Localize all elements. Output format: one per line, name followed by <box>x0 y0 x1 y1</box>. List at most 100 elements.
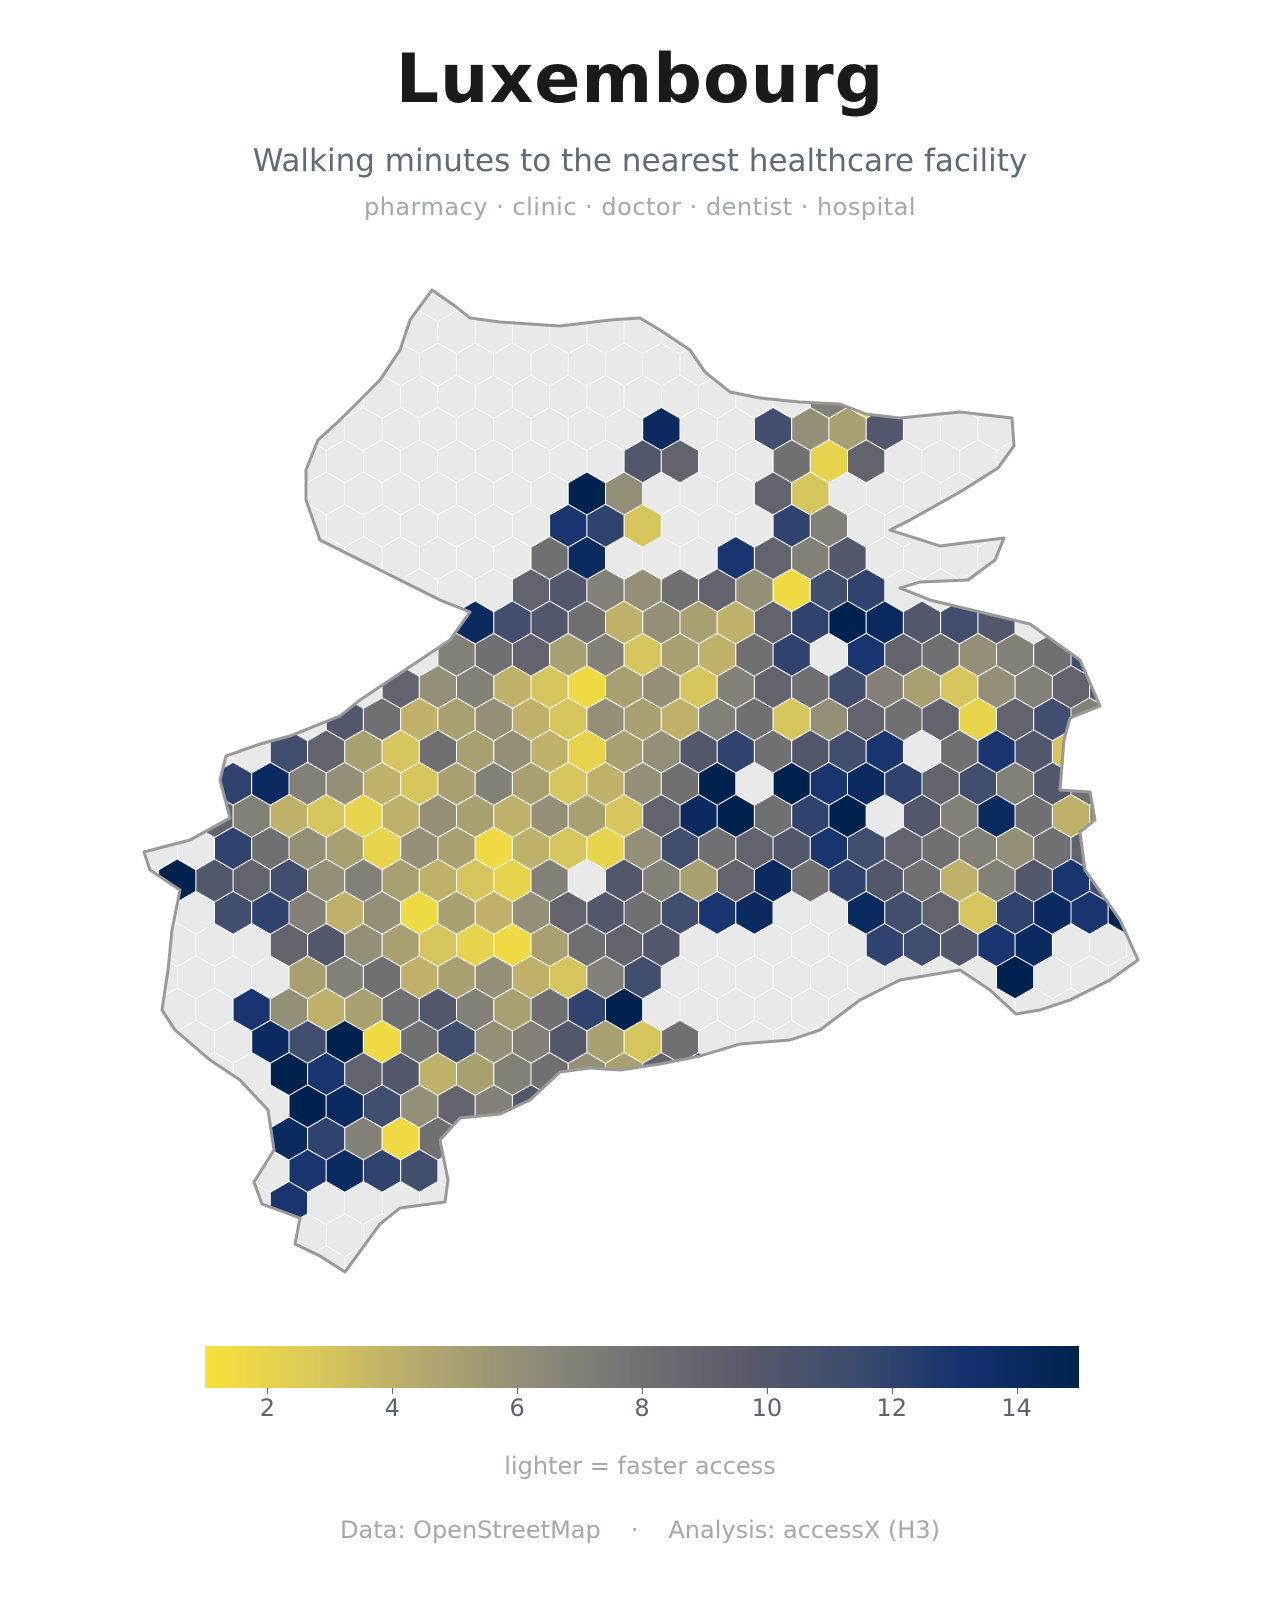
hex-cell-no-data <box>921 1084 960 1129</box>
hex-cell-no-data <box>214 1148 252 1193</box>
hex-cell-no-data <box>1033 1019 1072 1064</box>
hex-cell-no-data <box>735 310 774 355</box>
colorbar-tick-mark <box>1016 1388 1018 1394</box>
hex-cell-no-data <box>1183 311 1220 354</box>
hex-cell-no-data <box>828 1052 867 1096</box>
colorbar-tick-mark <box>517 1388 519 1394</box>
hex-cell-no-data <box>567 1181 606 1225</box>
hex-cell-no-data <box>1164 601 1201 644</box>
hex-cell-no-data <box>977 342 1016 387</box>
hex-cell-no-data <box>214 310 252 355</box>
hex-cell-no-data <box>940 290 979 322</box>
colorbar-label: lighter = faster access <box>504 1452 776 1480</box>
hex-cell-no-data <box>884 1019 923 1064</box>
hex-cell-no-data <box>754 1245 793 1272</box>
hex-cell-no-data <box>1070 310 1109 355</box>
hex-cell-no-data <box>437 1213 476 1258</box>
hex-cell-no-data <box>1014 1245 1053 1272</box>
hex-cell-no-data <box>1220 504 1257 547</box>
hex-cell-no-data <box>1014 1052 1053 1096</box>
hex-cell-no-data <box>1164 408 1201 451</box>
hex-cell-no-data <box>903 342 941 387</box>
hex-cell-no-data <box>1239 279 1276 322</box>
hex-cell <box>605 1116 644 1161</box>
colorbar-tick-label: 10 <box>751 1394 783 1422</box>
hex-cell-no-data <box>195 1181 234 1225</box>
hex-cell-no-data <box>1089 987 1128 1032</box>
hex-cell-no-data <box>1239 472 1276 515</box>
hex-cell-no-data <box>1126 1245 1138 1272</box>
hex-cell-no-data <box>1014 290 1053 322</box>
hex-cell-no-data <box>716 1181 755 1225</box>
hex-map <box>142 279 1280 1274</box>
hex-cell-no-data <box>1276 988 1280 1031</box>
hex-cell-no-data <box>195 1245 234 1272</box>
hex-cell-no-data <box>158 342 197 387</box>
hex-cell-no-data <box>1183 1085 1220 1128</box>
hex-cell-no-data <box>977 290 1016 322</box>
hex-cell-no-data <box>144 729 159 774</box>
hex-cell-no-data <box>1014 342 1053 387</box>
hex-cell-no-data <box>716 1116 755 1161</box>
hex-cell <box>1146 698 1183 741</box>
hex-cell-no-data <box>996 310 1034 355</box>
hex-cell-no-data <box>530 1245 569 1272</box>
hex-cell-no-data <box>1126 665 1138 709</box>
hex-cell <box>1126 793 1138 839</box>
colorbar-tick-label: 14 <box>1001 1394 1032 1422</box>
hex-cell-no-data <box>1220 569 1257 612</box>
hex-cell-no-data <box>1107 568 1138 613</box>
hex-cell-no-data <box>176 503 215 548</box>
hex-cell-no-data <box>1201 472 1238 515</box>
hex-cell-no-data <box>1220 633 1257 676</box>
hex-cell-no-data <box>1033 374 1072 419</box>
hex-cell-no-data <box>176 761 215 806</box>
hex-cell <box>1089 729 1128 774</box>
hex-cell-no-data <box>1257 504 1280 547</box>
hex-cell-no-data <box>195 1116 234 1161</box>
hex-cell-no-data <box>144 794 159 838</box>
hex-cell-no-data <box>214 568 252 613</box>
hex-cell-no-data <box>381 600 420 645</box>
hex-cell-no-data <box>493 1245 532 1272</box>
hex-cell-no-data <box>214 374 252 419</box>
hex-cell-no-data <box>1164 472 1201 515</box>
hex-cell-no-data <box>1107 1148 1138 1193</box>
hex-cell-no-data <box>1070 568 1109 613</box>
hex-cell <box>549 1084 588 1129</box>
map-title: Luxembourg <box>395 40 885 119</box>
hex-cell-no-data <box>996 374 1034 419</box>
hex-cell-no-data <box>660 1148 699 1193</box>
hex-cell-no-data <box>1014 1116 1053 1161</box>
hex-cell-no-data <box>1107 310 1138 355</box>
hex-cell-no-data <box>791 1181 830 1225</box>
hex-cell-no-data <box>1146 1020 1183 1063</box>
hex-cell-no-data <box>754 1181 793 1225</box>
hex-cell-no-data <box>307 342 346 387</box>
hex-cell-no-data <box>865 290 904 322</box>
hex-cell-no-data <box>735 1148 774 1193</box>
hex-cell-no-data <box>1257 311 1280 354</box>
hex-cell-no-data <box>1089 1116 1128 1161</box>
hex-cell-no-data <box>158 665 197 709</box>
hex-cell-no-data <box>1201 1053 1238 1096</box>
hex-cell-no-data <box>828 290 867 322</box>
hex-cell-no-data <box>144 568 178 613</box>
hex-cell-no-data <box>698 1213 737 1258</box>
colorbar-tick-label: 8 <box>634 1394 650 1422</box>
hex-cell-no-data <box>1276 924 1280 967</box>
hex-cell-no-data <box>1239 666 1276 709</box>
hex-cell-no-data <box>1070 439 1109 484</box>
hex-cell-no-data <box>847 1213 886 1258</box>
hex-cell-no-data <box>144 1116 159 1161</box>
hex-cell-no-data <box>144 439 178 484</box>
hex-cell-no-data <box>1052 1116 1090 1161</box>
hex-cell-no-data <box>1107 1084 1138 1129</box>
hex-cell-no-data <box>195 600 234 645</box>
hex-cell-no-data <box>176 1213 215 1258</box>
hex-cell-no-data <box>1146 569 1183 612</box>
hex-cell-no-data <box>1070 374 1109 419</box>
hex-cell-no-data <box>288 374 327 419</box>
hex-cell-no-data <box>754 1116 793 1161</box>
hex-cell-no-data <box>1276 666 1280 709</box>
